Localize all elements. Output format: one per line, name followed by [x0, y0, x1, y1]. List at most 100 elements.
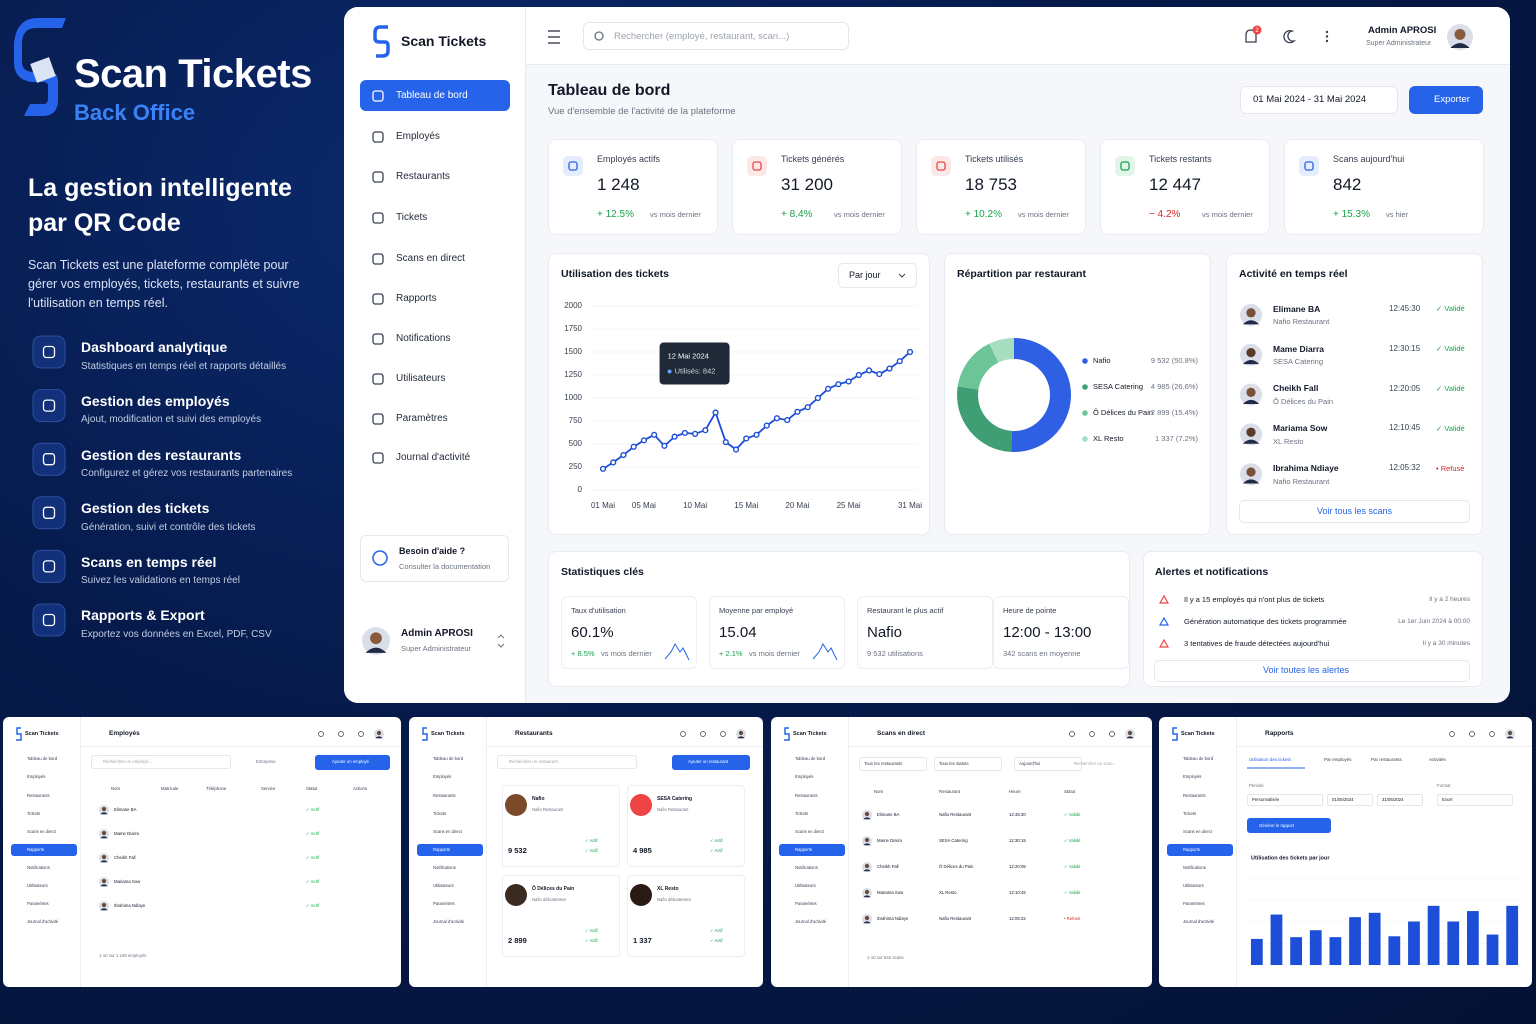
thumb-cell: Cheikh Fall: [114, 855, 136, 861]
search-box[interactable]: [583, 22, 849, 50]
thumb-card-badge: ✓ Actif: [710, 838, 723, 844]
thumb-nav-item: Journal d'activité: [27, 919, 59, 925]
thumb-cell: SESA Catering: [939, 838, 968, 844]
activity-name: Elimane BA: [1273, 303, 1321, 314]
stat-label: Taux d'utilisation: [571, 606, 626, 616]
thumb-nav-active: [779, 843, 845, 856]
thumb-filter-box[interactable]: [934, 757, 1002, 771]
thumb-nav-item: Rapports: [795, 846, 812, 852]
thumb-field[interactable]: [1327, 794, 1373, 806]
thumb-field[interactable]: [1377, 794, 1423, 806]
thumb-card-value: 9 532: [508, 846, 527, 856]
thumb-nav-item: Rapports: [27, 846, 44, 852]
export-button[interactable]: [1409, 86, 1483, 114]
thumb-nav-item: Scans en direct: [795, 828, 824, 834]
thumb-card: [627, 785, 745, 867]
thumb-column: Nom: [111, 786, 121, 792]
kpi-value: 31 200: [781, 175, 833, 195]
nav-item[interactable]: Paramètres: [396, 412, 448, 424]
thumb-status: • Refusé: [1064, 916, 1081, 922]
nav-item[interactable]: Tickets: [396, 211, 428, 223]
thumb-column: Matricule: [161, 786, 179, 792]
thumb-field[interactable]: [1247, 794, 1323, 806]
thumb-nav-item: Employés: [27, 774, 46, 780]
stat-period: 9 532 utilisations: [867, 649, 923, 659]
thumb-status: ✓ Validé: [1064, 890, 1081, 896]
thumb-cell: Cheikh Fall: [877, 864, 899, 870]
hero-text: Scan Tickets est une plateforme complète…: [28, 258, 300, 310]
thumb-button[interactable]: [672, 755, 750, 770]
thumb-status: ✓ Actif: [306, 807, 319, 813]
thumb-field-text: Excel: [1442, 797, 1453, 803]
thumb-button[interactable]: [1247, 818, 1331, 833]
stat-box: [561, 596, 697, 669]
topbar-user-role: Super Administrateur: [1366, 39, 1432, 47]
nav-item[interactable]: Notifications: [396, 332, 451, 344]
thumb-nav-item: Employés: [1183, 774, 1202, 780]
thumb-nav-item: Restaurants: [27, 792, 50, 798]
nav-item[interactable]: Employés: [396, 130, 440, 142]
thumb-card-badge: ✓ Actif: [585, 838, 598, 844]
thumb-card-value: 4 985: [633, 846, 652, 856]
nav-item[interactable]: Rapports: [396, 292, 437, 304]
thumb-nav-item: Tickets: [433, 810, 447, 816]
thumb-tab: Utilisation des tickets: [1249, 757, 1292, 763]
kpi-change: − 4.2%: [1149, 208, 1181, 220]
thumb-sidebar: [409, 717, 487, 987]
nav-active[interactable]: [360, 80, 510, 111]
thumb-column: Statut: [1064, 789, 1076, 795]
alerts-button[interactable]: [1154, 660, 1470, 682]
nav-item[interactable]: Utilisateurs: [396, 372, 446, 384]
pie-chart-card: [944, 253, 1211, 535]
nav-item[interactable]: Tableau de bord: [396, 89, 468, 101]
help-box[interactable]: [360, 535, 509, 582]
headline: La gestion intelligente: [28, 173, 292, 202]
activity-button[interactable]: [1239, 500, 1470, 523]
thumb-nav-item: Utilisateurs: [1183, 883, 1204, 889]
thumb-field-text: Personnalisée: [1252, 797, 1280, 803]
kpi-label: Scans aujourd'hui: [1333, 154, 1405, 165]
stat-value: 12:00 - 13:00: [1003, 623, 1092, 641]
nav-item[interactable]: Journal d'activité: [396, 451, 471, 463]
thumb-nav-item: Journal d'activité: [1183, 919, 1215, 925]
feature-title: Gestion des employés: [81, 392, 230, 409]
help-link: Consulter la documentation: [399, 562, 491, 572]
nav-item[interactable]: Restaurants: [396, 170, 450, 182]
feature-text: Configurez et gérez vos restaurants part…: [81, 468, 293, 479]
date-range[interactable]: [1240, 86, 1398, 114]
thumb-button[interactable]: [315, 755, 390, 770]
thumb-filter-box[interactable]: [859, 757, 927, 771]
feature-title: Dashboard analytique: [81, 339, 228, 356]
activity-time: 12:10:45: [1389, 423, 1421, 433]
thumb-nav-item: Paramètres: [433, 901, 455, 907]
activity-button-text: Voir tous les scans: [1317, 506, 1393, 517]
thumb-card: [502, 785, 620, 867]
kpi-label: Tickets restants: [1149, 154, 1212, 165]
thumb-nav-item: Tickets: [1183, 810, 1197, 816]
activity-card: [1226, 253, 1483, 535]
nav-item[interactable]: Scans en direct: [396, 252, 465, 264]
thumb-cell: Mame Diarra: [877, 838, 902, 844]
thumb-field[interactable]: [1437, 794, 1513, 806]
period-select[interactable]: [838, 263, 917, 288]
thumb-nav-item: Paramètres: [27, 901, 49, 907]
thumb-card-badge: ✓ Actif: [710, 848, 723, 854]
thumb-filter-box[interactable]: [1014, 757, 1082, 771]
thumb-nav-item: Employés: [795, 774, 814, 780]
activity-time: 12:20:05: [1389, 383, 1421, 393]
thumb-sidebar: [1159, 717, 1237, 987]
thumb-title: Scans en direct: [877, 729, 926, 737]
alert-time: Il y a 2 heures: [1429, 595, 1470, 603]
thumb-cell: Ô Délices du Pain: [939, 864, 974, 870]
feature-title: Scans en temps réel: [81, 553, 217, 570]
thumb-cell: Mariama Sow: [114, 879, 141, 885]
thumb-cell: Mariama Sow: [877, 890, 904, 896]
thumb-card-name: Ô Délices du Pain: [532, 885, 575, 892]
thumb-card-name: XL Resto: [657, 885, 679, 892]
thumb-status: ✓ Validé: [1064, 864, 1081, 870]
stat-label: Moyenne par employé: [719, 606, 794, 616]
kpi-label: Tickets utilisés: [965, 154, 1024, 165]
stat-value: 15.04: [719, 623, 757, 641]
